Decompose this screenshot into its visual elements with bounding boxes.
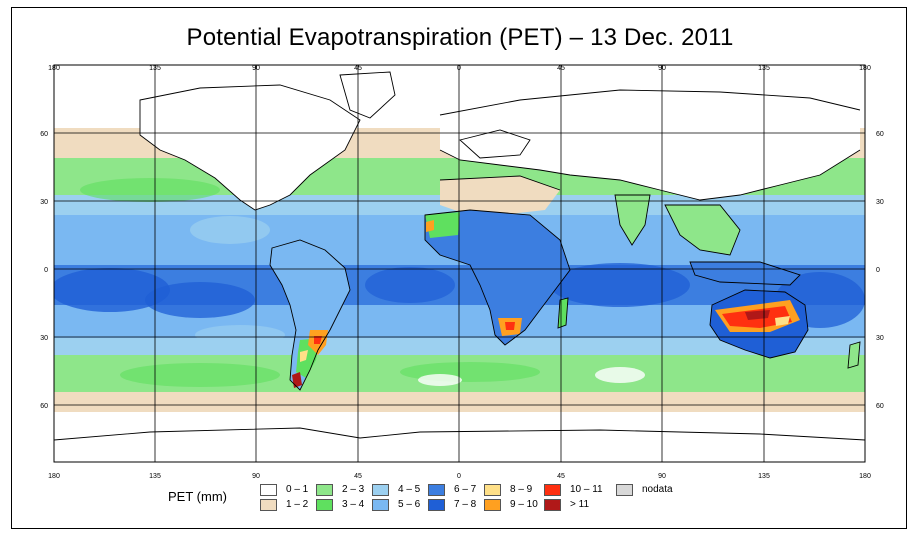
legend-label-4-5: 4 – 5	[398, 484, 421, 495]
africa-sahel-yellow	[426, 220, 434, 232]
legend-label-8-9: 8 – 9	[510, 484, 533, 495]
pet-field	[54, 65, 865, 462]
x-ticks-bottom: 180 135 90 45 0 45 90 135 180	[48, 473, 871, 480]
madagascar	[558, 298, 568, 328]
land-n-africa	[440, 176, 560, 215]
y-tick-right-1: 30	[876, 199, 884, 206]
y-tick-left-3: 30	[40, 335, 48, 342]
legend-title: PET (mm)	[168, 489, 227, 504]
x-ticks-top: 180 135 90 45 0 45 90 135 180	[48, 65, 871, 72]
legend-swatch-gt11	[544, 499, 561, 511]
figure-frame	[11, 7, 907, 529]
coastlines	[54, 71, 865, 441]
x-tick-top-8: 180	[859, 65, 871, 72]
patch-lightblue-npacific	[190, 216, 270, 244]
x-tick-top-5: 45	[557, 65, 565, 72]
land-india	[615, 195, 650, 245]
x-tick-top-0: 180	[48, 65, 60, 72]
land-africa	[425, 210, 570, 345]
legend-swatch-2-3	[316, 484, 333, 496]
africa-west-green	[425, 212, 460, 238]
sa-red-patch	[314, 336, 322, 344]
legend-swatch-9-10	[484, 499, 501, 511]
x-tick-top-2: 90	[252, 65, 260, 72]
y-tick-left-4: 60	[40, 403, 48, 410]
legend-swatch-3-4	[316, 499, 333, 511]
x-tick-bottom-7: 135	[758, 473, 770, 480]
y-tick-right-4: 60	[876, 403, 884, 410]
y-ticks-right: 60 30 0 30 60	[876, 131, 884, 410]
land-se-asia	[665, 205, 740, 255]
y-tick-left-2: 0	[44, 267, 48, 274]
legend-label-6-7: 6 – 7	[454, 484, 477, 495]
sa-yellow-patch	[300, 350, 308, 362]
y-tick-left-1: 30	[40, 199, 48, 206]
y-tick-right-3: 30	[876, 335, 884, 342]
legend-label-10-11: 10 – 11	[570, 484, 603, 495]
x-tick-bottom-1: 135	[149, 473, 161, 480]
legend-swatch-10-11	[544, 484, 561, 496]
patch-white-satl	[418, 374, 462, 386]
land-greenland	[340, 72, 395, 118]
legend-label-nodata: nodata	[642, 484, 673, 495]
legend-label-0-1: 0 – 1	[286, 484, 309, 495]
patch-deep-pacific-west	[54, 268, 170, 312]
legend-label-gt11: > 11	[570, 499, 589, 510]
x-tick-top-4: 0	[457, 65, 461, 72]
new-zealand	[848, 342, 860, 368]
x-tick-top-7: 135	[758, 65, 770, 72]
aus-yellow	[775, 316, 790, 326]
legend-swatch-8-9	[484, 484, 501, 496]
patch-deep-indian	[550, 263, 690, 307]
patch-deep-pacific-east	[145, 282, 255, 318]
legend-swatch-6-7	[428, 484, 445, 496]
y-tick-right-2: 0	[876, 267, 880, 274]
x-tick-bottom-3: 45	[354, 473, 362, 480]
land-indonesia	[690, 262, 800, 285]
graticule	[54, 65, 865, 462]
x-tick-bottom-2: 90	[252, 473, 260, 480]
land-north-america	[140, 85, 360, 210]
legend-swatch-nodata	[616, 484, 633, 496]
legend-swatch-1-2	[260, 499, 277, 511]
map-title: Potential Evapotranspiration (PET) – 13 …	[186, 24, 734, 51]
x-tick-bottom-8: 180	[859, 473, 871, 480]
y-tick-right-0: 60	[876, 131, 884, 138]
band-south-tan	[54, 392, 865, 414]
land-south-america	[270, 240, 350, 390]
patch-white-sindian	[595, 367, 645, 383]
patch-green-npacific	[80, 178, 220, 202]
y-ticks-left: 60 30 0 30 60	[40, 131, 48, 410]
legend-swatch-7-8	[428, 499, 445, 511]
x-tick-bottom-6: 90	[658, 473, 666, 480]
legend-label-2-3: 2 – 3	[342, 484, 365, 495]
map-border	[53, 64, 866, 463]
legend-swatch-5-6	[372, 499, 389, 511]
x-tick-bottom-5: 45	[557, 473, 565, 480]
x-tick-top-3: 45	[354, 65, 362, 72]
legend-label-9-10: 9 – 10	[510, 499, 538, 510]
x-tick-top-6: 90	[658, 65, 666, 72]
x-tick-bottom-4: 0	[457, 473, 461, 480]
legend-swatch-4-5	[372, 484, 389, 496]
legend-swatch-0-1	[260, 484, 277, 496]
land-eurasia	[440, 90, 860, 200]
patch-deep-atlantic	[365, 267, 455, 303]
patch-lightblue-spacific	[195, 325, 285, 345]
legend-label-1-2: 1 – 2	[286, 499, 309, 510]
legend-label-5-6: 5 – 6	[398, 499, 421, 510]
x-tick-bottom-0: 180	[48, 473, 60, 480]
africa-south-red	[505, 322, 515, 330]
legend-label-3-4: 3 – 4	[342, 499, 365, 510]
legend-label-7-8: 7 – 8	[454, 499, 477, 510]
y-tick-left-0: 60	[40, 131, 48, 138]
patch-green-spacific	[120, 363, 280, 387]
x-tick-top-1: 135	[149, 65, 161, 72]
